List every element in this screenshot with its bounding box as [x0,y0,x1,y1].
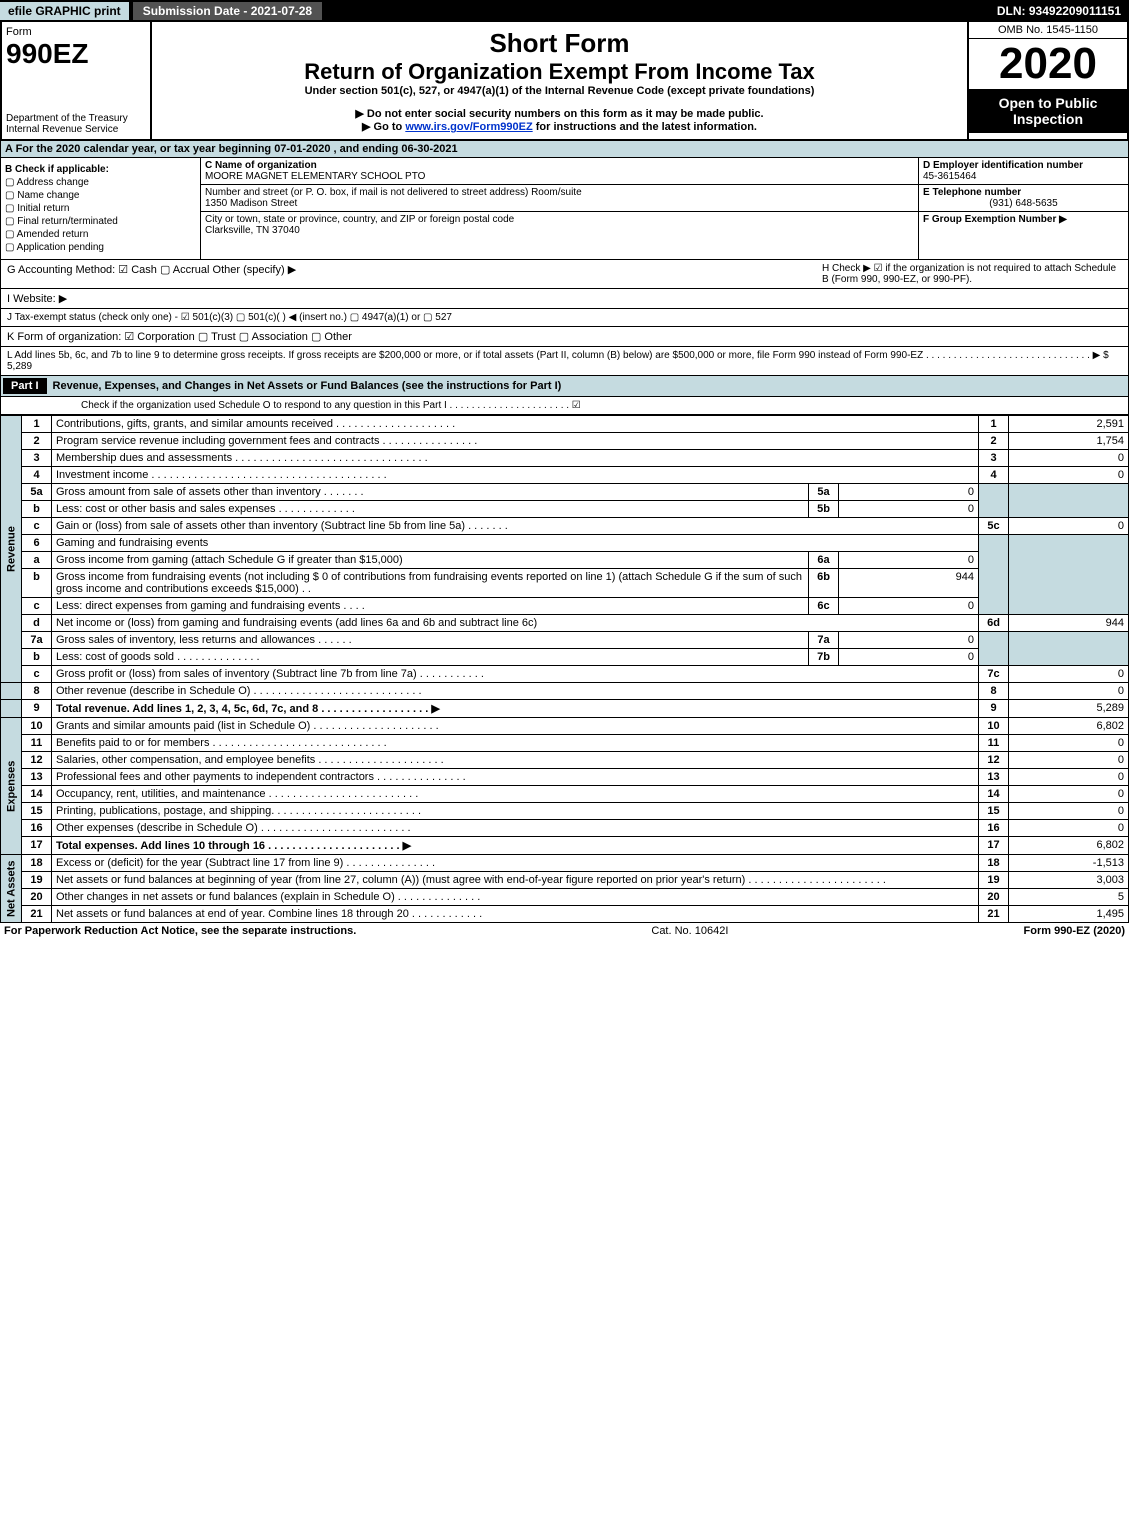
paperwork-notice: For Paperwork Reduction Act Notice, see … [4,925,356,937]
city-label: City or town, state or province, country… [205,214,514,225]
c-label: C Name of organization [205,160,317,171]
line-6d: dNet income or (loss) from gaming and fu… [1,615,1129,632]
line-16: 16Other expenses (describe in Schedule O… [1,820,1129,837]
form-header: Form 990EZ Department of the Treasury In… [0,22,1129,141]
line-19: 19Net assets or fund balances at beginni… [1,872,1129,889]
department: Department of the Treasury Internal Reve… [6,113,146,135]
row-gh: G Accounting Method: ☑ Cash ▢ Accrual Ot… [0,260,1129,289]
city: Clarksville, TN 37040 [205,225,300,236]
part1-sub: Check if the organization used Schedule … [0,397,1129,415]
chk-initial-return[interactable]: ▢ Initial return [5,203,196,214]
under-section: Under section 501(c), 527, or 4947(a)(1)… [158,85,961,97]
line-17: 17Total expenses. Add lines 10 through 1… [1,837,1129,855]
txt-9: Total revenue. Add lines 1, 2, 3, 4, 5c,… [56,703,440,715]
cat-no: Cat. No. 10642I [651,925,728,937]
lines-table: Revenue 1 Contributions, gifts, grants, … [0,415,1129,923]
sidebar-expenses: Expenses [1,718,22,855]
g-accounting: G Accounting Method: ☑ Cash ▢ Accrual Ot… [7,263,822,285]
chk-address-change[interactable]: ▢ Address change [5,177,196,188]
part1-label: Part I [3,378,47,394]
k-form-org: K Form of organization: ☑ Corporation ▢ … [0,327,1129,347]
short-form-title: Short Form [158,28,961,59]
line-12: 12Salaries, other compensation, and empl… [1,752,1129,769]
txt-17: Total expenses. Add lines 10 through 16 … [56,840,411,852]
line-21: 21Net assets or fund balances at end of … [1,906,1129,923]
line-6: 6Gaming and fundraising events [1,535,1129,552]
txt-1: Contributions, gifts, grants, and simila… [52,416,979,433]
submission-date: Submission Date - 2021-07-28 [133,2,322,20]
line-7a: 7aGross sales of inventory, less returns… [1,632,1129,649]
line-6a: aGross income from gaming (attach Schedu… [1,552,1129,569]
goto-pre: ▶ Go to [362,121,405,133]
efile-label: efile GRAPHIC print [0,2,129,20]
line-3: 3Membership dues and assessments . . . .… [1,450,1129,467]
line-5b: bLess: cost or other basis and sales exp… [1,501,1129,518]
i-website: I Website: ▶ [0,289,1129,309]
line-9: 9Total revenue. Add lines 1, 2, 3, 4, 5c… [1,700,1129,718]
ein: 45-3615464 [923,171,976,182]
section-c: C Name of organization MOORE MAGNET ELEM… [201,158,918,259]
chk-final-return[interactable]: ▢ Final return/terminated [5,216,196,227]
chk-name-change[interactable]: ▢ Name change [5,190,196,201]
sidebar-net-assets: Net Assets [1,855,22,923]
b-title: B Check if applicable: [5,164,196,175]
line-7b: bLess: cost of goods sold . . . . . . . … [1,649,1129,666]
line-7c: cGross profit or (loss) from sales of in… [1,666,1129,683]
top-bar: efile GRAPHIC print Submission Date - 20… [0,0,1129,22]
line-14: 14Occupancy, rent, utilities, and mainte… [1,786,1129,803]
line-6b: bGross income from fundraising events (n… [1,569,1129,598]
chk-amended-return[interactable]: ▢ Amended return [5,229,196,240]
street: 1350 Madison Street [205,198,297,209]
chk-application-pending[interactable]: ▢ Application pending [5,242,196,253]
street-label: Number and street (or P. O. box, if mail… [205,187,582,198]
h-check: H Check ▶ ☑ if the organization is not r… [822,263,1122,285]
line-1: Revenue 1 Contributions, gifts, grants, … [1,416,1129,433]
line-6c: cLess: direct expenses from gaming and f… [1,598,1129,615]
section-b-checkboxes: B Check if applicable: ▢ Address change … [1,158,201,259]
d-label: D Employer identification number [923,160,1083,171]
line-20: 20Other changes in net assets or fund ba… [1,889,1129,906]
line-10: Expenses 10Grants and similar amounts pa… [1,718,1129,735]
goto-post: for instructions and the latest informat… [533,121,757,133]
header-center: Short Form Return of Organization Exempt… [152,22,967,139]
line-11: 11Benefits paid to or for members . . . … [1,735,1129,752]
row-a-tax-year: A For the 2020 calendar year, or tax yea… [0,141,1129,158]
open-inspection: Open to Public Inspection [969,89,1127,133]
f-label: F Group Exemption Number ▶ [923,214,1067,225]
part1-desc: Revenue, Expenses, and Changes in Net As… [53,380,562,392]
e-label: E Telephone number [923,187,1021,198]
line-5a: 5aGross amount from sale of assets other… [1,484,1129,501]
ln-1: 1 [22,416,52,433]
line-8: 8Other revenue (describe in Schedule O) … [1,683,1129,700]
l-gross-receipts: L Add lines 5b, 6c, and 7b to line 9 to … [0,347,1129,376]
ssn-warning: ▶ Do not enter social security numbers o… [158,107,961,120]
return-title: Return of Organization Exempt From Incom… [158,59,961,85]
part1-header: Part I Revenue, Expenses, and Changes in… [0,376,1129,397]
line-5c: cGain or (loss) from sale of assets othe… [1,518,1129,535]
line-2: 2Program service revenue including gover… [1,433,1129,450]
section-def: D Employer identification number 45-3615… [918,158,1128,259]
form-number: 990EZ [6,38,146,70]
org-name: MOORE MAGNET ELEMENTARY SCHOOL PTO [205,171,425,182]
goto-line: ▶ Go to www.irs.gov/Form990EZ for instru… [158,120,961,133]
sidebar-revenue: Revenue [1,416,22,683]
line-18: Net Assets 18Excess or (deficit) for the… [1,855,1129,872]
dln: DLN: 93492209011151 [997,4,1129,18]
line-4: 4Investment income . . . . . . . . . . .… [1,467,1129,484]
info-grid: B Check if applicable: ▢ Address change … [0,158,1129,260]
header-right: OMB No. 1545-1150 2020 Open to Public In… [967,22,1127,139]
line-13: 13Professional fees and other payments t… [1,769,1129,786]
j-tax-exempt: J Tax-exempt status (check only one) - ☑… [0,309,1129,327]
phone: (931) 648-5635 [923,198,1124,209]
irs-link[interactable]: www.irs.gov/Form990EZ [405,121,532,133]
val-1: 2,591 [1009,416,1129,433]
form-label: Form [6,26,146,38]
line-15: 15Printing, publications, postage, and s… [1,803,1129,820]
tax-year: 2020 [969,39,1127,89]
omb-number: OMB No. 1545-1150 [969,22,1127,39]
col-1: 1 [979,416,1009,433]
footer: For Paperwork Reduction Act Notice, see … [0,923,1129,939]
form-ref: Form 990-EZ (2020) [1024,925,1125,937]
header-left: Form 990EZ Department of the Treasury In… [2,22,152,139]
